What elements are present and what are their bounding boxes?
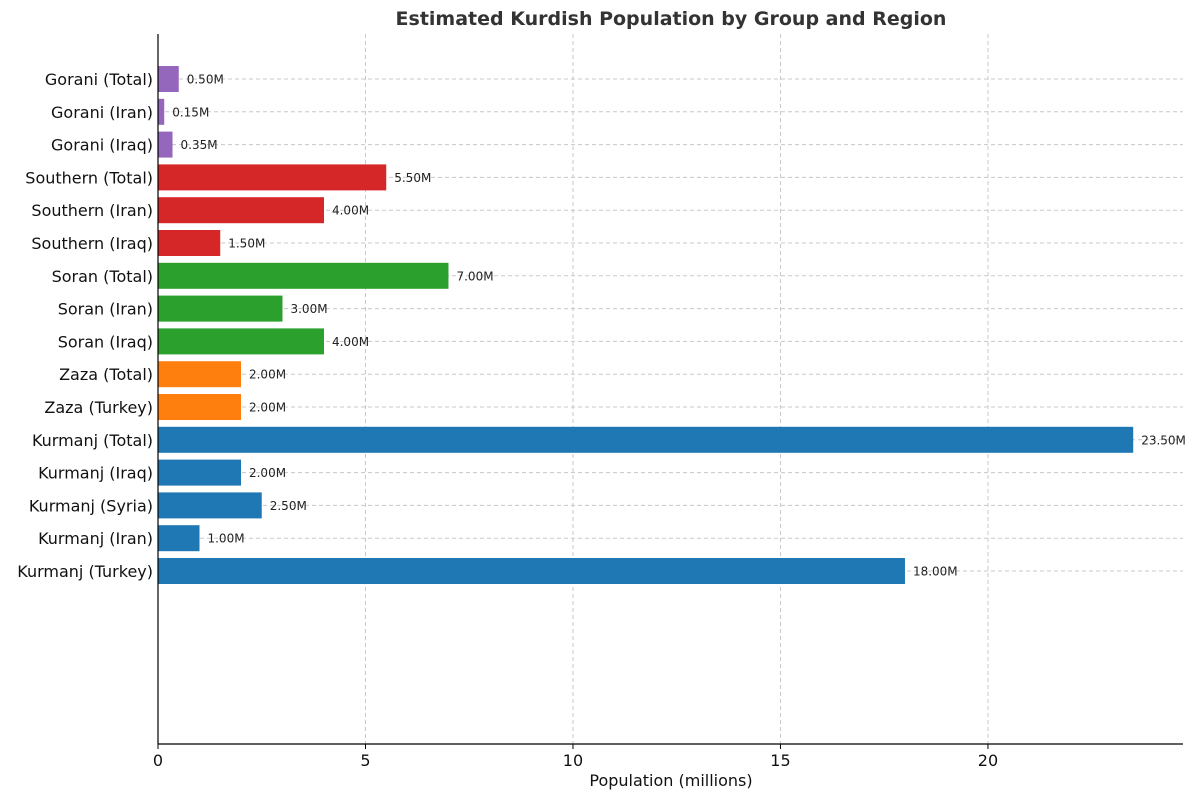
category-label: Gorani (Iraq) xyxy=(51,136,153,155)
category-label: Kurmanj (Syria) xyxy=(29,496,153,515)
x-tick-label: 15 xyxy=(770,751,790,770)
value-label: 2.50M xyxy=(270,499,307,513)
x-tick-label: 0 xyxy=(153,751,163,770)
value-label: 18.00M xyxy=(913,565,958,579)
bar xyxy=(158,492,262,519)
category-label: Southern (Iraq) xyxy=(31,234,153,253)
value-label: 1.00M xyxy=(207,532,244,546)
chart-title: Estimated Kurdish Population by Group an… xyxy=(396,8,947,30)
bar xyxy=(158,361,241,388)
value-label: 4.00M xyxy=(332,335,369,349)
bar xyxy=(158,164,387,191)
bar xyxy=(158,295,283,322)
bar xyxy=(158,328,324,355)
x-tick-label: 10 xyxy=(563,751,583,770)
bars-layer xyxy=(158,66,1134,584)
value-label: 1.50M xyxy=(228,237,265,251)
category-label: Southern (Total) xyxy=(25,168,153,187)
labels-layer: Gorani (Total) 0.50M Gorani (Iran) 0.15M Gor… xyxy=(17,70,1186,581)
value-label: 5.50M xyxy=(394,171,431,185)
category-label: Soran (Total) xyxy=(52,267,153,286)
value-label: 0.35M xyxy=(181,138,218,152)
value-label: 23.50M xyxy=(1141,433,1186,447)
x-ticks: 0 5 10 15 20 xyxy=(153,744,998,770)
value-label: 0.15M xyxy=(172,105,209,119)
category-label: Zaza (Total) xyxy=(59,365,153,384)
bar xyxy=(158,131,173,158)
x-axis-title: Population (millions) xyxy=(589,771,752,790)
category-label: Zaza (Turkey) xyxy=(44,398,153,417)
bar xyxy=(158,197,324,224)
bar xyxy=(158,98,165,125)
category-label: Kurmanj (Turkey) xyxy=(17,562,153,581)
value-label: 2.00M xyxy=(249,368,286,382)
bar xyxy=(158,525,200,552)
category-label: Soran (Iran) xyxy=(58,300,153,319)
category-label: Kurmanj (Iraq) xyxy=(38,464,153,483)
bar xyxy=(158,66,179,92)
bar xyxy=(158,426,1134,453)
x-tick-label: 20 xyxy=(978,751,998,770)
x-tick-label: 5 xyxy=(360,751,370,770)
value-label: 4.00M xyxy=(332,204,369,218)
bar xyxy=(158,459,241,486)
category-label: Kurmanj (Iran) xyxy=(38,529,153,548)
grid-layer xyxy=(158,34,1183,744)
category-label: Gorani (Iran) xyxy=(51,103,153,122)
value-label: 7.00M xyxy=(456,269,493,283)
value-label: 3.00M xyxy=(290,302,327,316)
bar xyxy=(158,394,241,420)
bar xyxy=(158,230,221,256)
bar xyxy=(158,558,905,584)
category-label: Gorani (Total) xyxy=(45,70,153,89)
value-label: 2.00M xyxy=(249,401,286,415)
category-label: Kurmanj (Total) xyxy=(32,431,153,450)
value-label: 2.00M xyxy=(249,466,286,480)
category-label: Soran (Iraq) xyxy=(58,332,153,351)
category-label: Southern (Iran) xyxy=(31,201,153,220)
value-label: 0.50M xyxy=(187,73,224,87)
bar xyxy=(158,262,449,289)
